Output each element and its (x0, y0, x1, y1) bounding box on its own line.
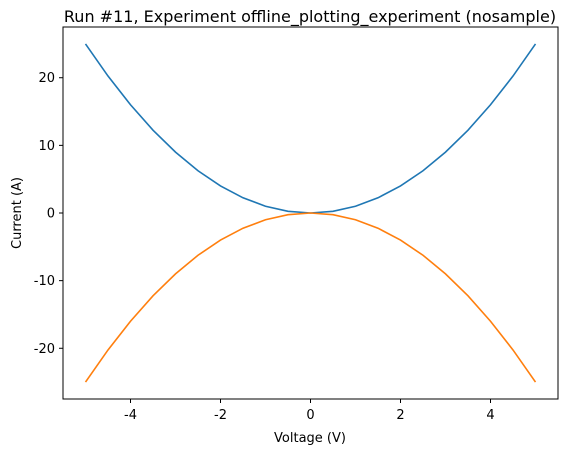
y-tick-label: 0 (47, 207, 55, 222)
y-tick-label: -10 (34, 274, 55, 289)
series-line-2 (84, 212, 537, 383)
x-tick-label: -4 (124, 408, 137, 423)
x-tick-label: 4 (486, 408, 494, 423)
y-axis-label: Current (A) (10, 177, 25, 249)
x-axis: -4 -2 0 2 4 (124, 399, 495, 423)
y-tick-label: 10 (38, 139, 55, 154)
y-tick-label: 20 (38, 71, 55, 86)
x-axis-label: Voltage (V) (274, 431, 346, 446)
y-tick-label: -20 (34, 342, 55, 357)
chart-title: Run #11, Experiment offline_plotting_exp… (64, 7, 556, 27)
x-tick-label: 2 (396, 408, 404, 423)
series-line-1 (84, 43, 537, 214)
x-tick-label: -2 (214, 408, 227, 423)
y-axis: -20 -10 0 10 20 (34, 71, 63, 357)
series-layer (84, 43, 537, 383)
x-tick-label: 0 (306, 408, 314, 423)
